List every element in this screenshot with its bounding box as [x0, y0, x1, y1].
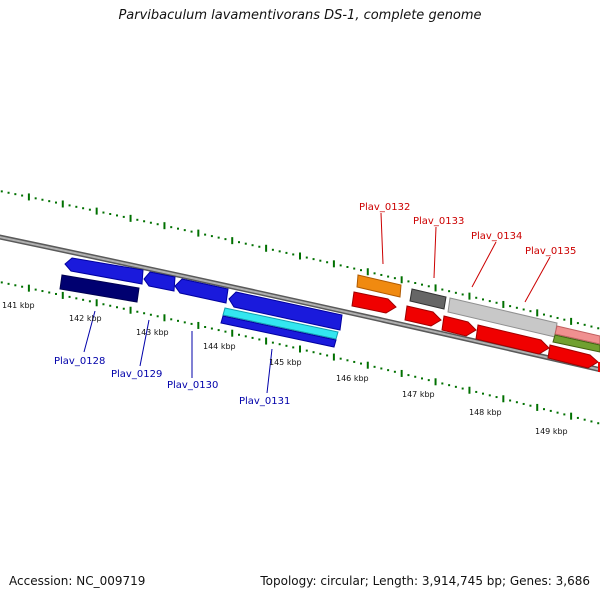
tick-track-lower [0, 281, 600, 425]
label-leaders-red [380, 212, 551, 303]
kbp-label: 143 kbp [136, 328, 169, 337]
kbp-label: 145 kbp [269, 358, 302, 367]
gene-label: Plav_0129 [111, 369, 162, 380]
gene-label: Plav_0134 [471, 231, 522, 242]
map-title: Parvibaculum lavamentivorans DS-1, compl… [118, 8, 482, 23]
gene-block-plav-0135 [547, 325, 600, 372]
gene-label: Plav_0131 [239, 396, 290, 407]
kbp-label: 147 kbp [402, 390, 435, 399]
kbp-label: 141 kbp [2, 301, 35, 310]
kbp-label: 148 kbp [469, 408, 502, 417]
gene-label: Plav_0132 [359, 202, 410, 213]
tick-track-upper [0, 190, 600, 330]
gene-block-plav-0133 [404, 288, 447, 327]
gene-block-plav-0132 [351, 274, 402, 314]
gene-block-plav-0130 [174, 278, 229, 304]
kbp-label: 144 kbp [203, 342, 236, 351]
topology-text: Topology: circular; Length: 3,914,745 bp… [260, 574, 590, 588]
gene-label: Plav_0128 [54, 356, 105, 367]
gene-label: Plav_0135 [525, 246, 576, 257]
gene-block-plav-0134 [441, 297, 558, 355]
gene-block-plav-0131 [220, 291, 343, 348]
kbp-label: 146 kbp [336, 374, 369, 383]
label-leaders [83, 310, 273, 394]
gene-label: Plav_0130 [167, 380, 218, 391]
genome-backbone [0, 234, 600, 373]
accession-text: Accession: NC_009719 [9, 574, 146, 588]
gene-block-plav-0128 [59, 257, 144, 303]
gene-label: Plav_0133 [413, 216, 464, 227]
gene-labels: Plav_0128 Plav_0129 Plav_0130 Plav_0131 … [54, 202, 576, 407]
kbp-label: 142 kbp [69, 314, 102, 323]
gene-block-plav-0129 [143, 271, 176, 292]
kbp-labels: 141 kbp 142 kbp 143 kbp 144 kbp 145 kbp … [2, 301, 568, 436]
kbp-label: 149 kbp [535, 427, 568, 436]
